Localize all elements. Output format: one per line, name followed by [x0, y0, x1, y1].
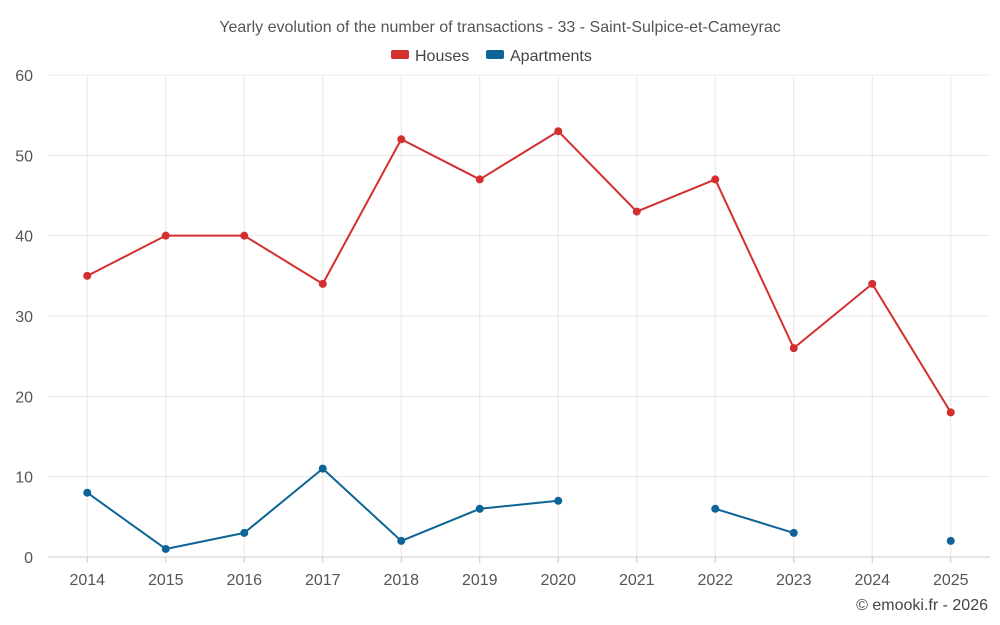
- y-tick-label: 10: [15, 470, 33, 487]
- y-tick-label: 60: [15, 68, 33, 85]
- y-tick-label: 20: [15, 389, 33, 406]
- legend-item-apartments[interactable]: Apartments: [486, 48, 592, 65]
- legend-swatch: [391, 50, 409, 59]
- apartments-point[interactable]: [554, 496, 563, 505]
- legend[interactable]: Houses Apartments: [391, 48, 592, 65]
- chart-title: Yearly evolution of the number of transa…: [219, 19, 780, 36]
- houses-point[interactable]: [83, 271, 92, 280]
- x-tick-label: 2018: [383, 572, 419, 589]
- credit-text: © emooki.fr - 2026: [856, 597, 988, 614]
- apartments-line: [714, 507, 795, 534]
- x-tick-label: 2023: [776, 572, 812, 589]
- houses-point[interactable]: [161, 231, 170, 240]
- apartments-point[interactable]: [789, 528, 798, 537]
- x-tick-label: 2025: [933, 572, 969, 589]
- houses-point[interactable]: [240, 231, 249, 240]
- houses-point[interactable]: [946, 408, 955, 417]
- apartments-point[interactable]: [318, 464, 327, 473]
- houses-line: [86, 130, 952, 414]
- apartments-point[interactable]: [83, 488, 92, 497]
- y-tick-label: 40: [15, 229, 33, 246]
- axes: 0 10 20 30 40 50 60 2014 2015 2016 2017 2018 2019 202…: [15, 68, 990, 589]
- grid: [48, 74, 990, 557]
- x-tick-label: 2014: [69, 572, 105, 589]
- houses-point[interactable]: [789, 344, 798, 353]
- houses-point[interactable]: [868, 279, 877, 288]
- x-tick-label: 2021: [619, 572, 655, 589]
- y-tick-label: 30: [15, 309, 33, 326]
- x-tick-label: 2022: [697, 572, 733, 589]
- houses-point[interactable]: [475, 175, 484, 184]
- legend-label: Houses: [415, 48, 469, 65]
- houses-point[interactable]: [397, 135, 406, 144]
- apartments-point[interactable]: [240, 528, 249, 537]
- x-tick-label: 2017: [305, 572, 341, 589]
- apartments-point[interactable]: [161, 544, 170, 553]
- x-tick-label: 2015: [148, 572, 184, 589]
- houses-point[interactable]: [318, 279, 327, 288]
- legend-swatch: [486, 50, 504, 59]
- legend-label: Apartments: [510, 48, 592, 65]
- apartments-point[interactable]: [946, 536, 955, 545]
- apartments-point[interactable]: [475, 504, 484, 513]
- houses-point[interactable]: [711, 175, 720, 184]
- legend-item-houses[interactable]: Houses: [391, 48, 469, 65]
- apartments-point[interactable]: [711, 504, 720, 513]
- y-tick-label: 50: [15, 148, 33, 165]
- x-tick-label: 2020: [540, 572, 576, 589]
- y-tick-label: 0: [24, 550, 33, 567]
- x-tick-label: 2016: [226, 572, 262, 589]
- houses-point[interactable]: [632, 207, 641, 216]
- x-tick-label: 2024: [854, 572, 890, 589]
- series: [83, 127, 955, 553]
- apartments-point[interactable]: [397, 536, 406, 545]
- houses-point[interactable]: [554, 127, 563, 136]
- x-tick-label: 2019: [462, 572, 498, 589]
